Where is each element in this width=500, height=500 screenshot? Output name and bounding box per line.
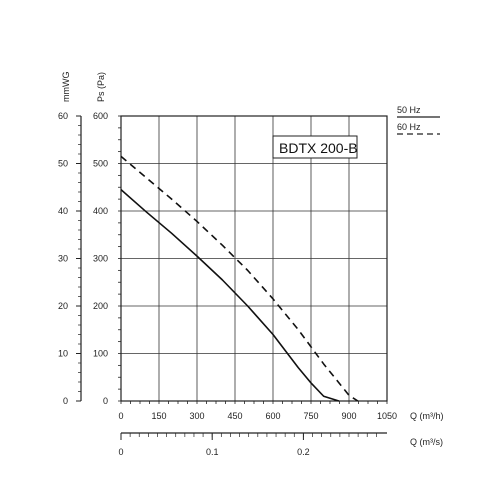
legend: 50 Hz 60 Hz — [397, 105, 440, 135]
series-line-60hz — [120, 155, 359, 402]
y2-tick-label: 40 — [58, 206, 68, 216]
x2-axis-label: Q (m³/s) — [410, 437, 443, 447]
x-tick-label: 0 — [118, 411, 123, 421]
y2-tick-label: 10 — [58, 349, 68, 359]
chart-title: BDTX 200-B — [279, 140, 358, 156]
x2-tick-label: 0 — [118, 447, 123, 457]
y-tick-label: 400 — [93, 206, 108, 216]
y-tick-label: 0 — [103, 396, 108, 406]
series-layer — [120, 155, 359, 402]
y-tick-label: 300 — [93, 254, 108, 264]
mmwg-axis-ticks: 0 10 20 30 40 50 60 — [58, 111, 81, 406]
x-tick-label: 1050 — [377, 411, 397, 421]
y2-tick-label: 20 — [58, 301, 68, 311]
x-tick-label: 750 — [303, 411, 318, 421]
q-m3s-axis-ticks: 0 0.1 0.2 — [118, 433, 377, 457]
y2-tick-label: 60 — [58, 111, 68, 121]
y2-axis-label: mmWG — [61, 72, 71, 103]
y2-tick-label: 30 — [58, 254, 68, 264]
q-m3h-axis-ticks: 0 150 300 450 600 750 900 1050 — [118, 401, 397, 421]
title-box — [272, 135, 358, 159]
x-tick-label: 900 — [341, 411, 356, 421]
x-tick-label: 600 — [265, 411, 280, 421]
x-tick-label: 450 — [227, 411, 242, 421]
x2-tick-label: 0.2 — [297, 447, 310, 457]
y2-tick-label: 50 — [58, 159, 68, 169]
y-tick-label: 600 — [93, 111, 108, 121]
y2-tick-label: 0 — [63, 396, 68, 406]
y-tick-label: 500 — [93, 159, 108, 169]
x-axis-label: Q (m³/h) — [410, 411, 444, 421]
y-tick-label: 200 — [93, 301, 108, 311]
x-tick-label: 300 — [189, 411, 204, 421]
x2-tick-label: 0.1 — [206, 447, 219, 457]
pa-axis-ticks: 0 100 200 300 400 500 600 — [93, 111, 121, 406]
series-line-50hz — [120, 189, 340, 402]
y-axis-label: Ps (Pa) — [96, 72, 106, 102]
x-tick-label: 150 — [151, 411, 166, 421]
grid-lines — [120, 115, 388, 402]
legend-label-60hz: 60 Hz — [397, 122, 421, 132]
legend-label-50hz: 50 Hz — [397, 105, 421, 115]
y-tick-label: 100 — [93, 349, 108, 359]
